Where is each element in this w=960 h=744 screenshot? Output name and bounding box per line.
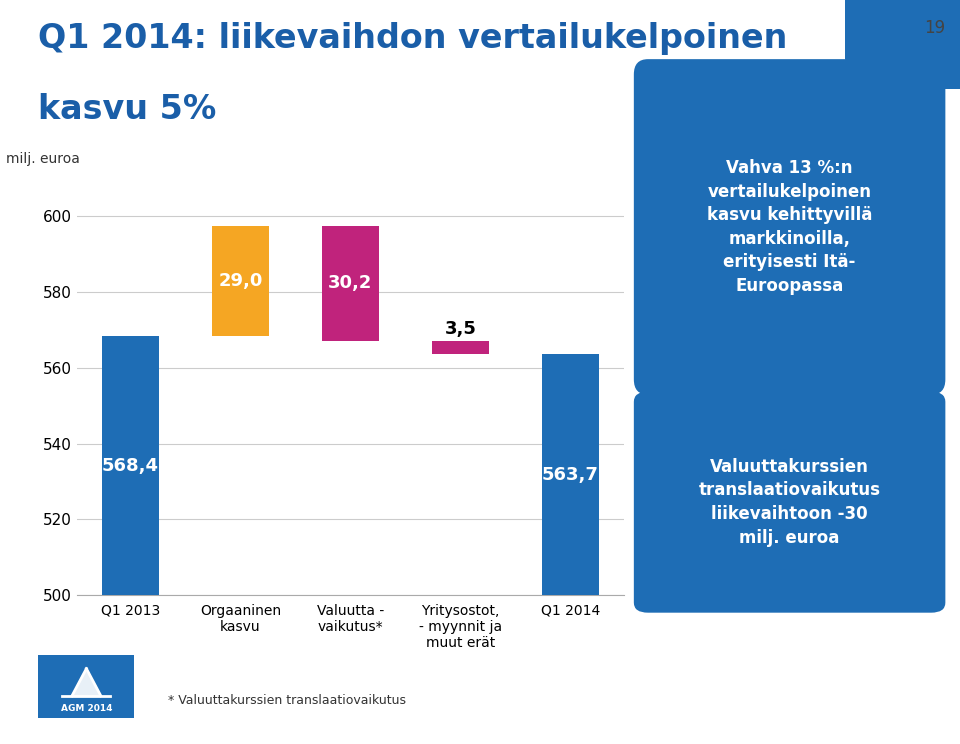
- Text: Q1 2014: liikevaihdon vertailukelpoinen: Q1 2014: liikevaihdon vertailukelpoinen: [38, 22, 788, 55]
- Text: Vahva 13 %:n
vertailukelpoinen
kasvu kehittyvillä
markkinoilla,
erityisesti Itä-: Vahva 13 %:n vertailukelpoinen kasvu keh…: [707, 159, 873, 295]
- Text: 29,0: 29,0: [218, 272, 262, 290]
- Bar: [541, 354, 599, 595]
- FancyBboxPatch shape: [634, 391, 946, 613]
- Bar: [212, 226, 269, 336]
- Bar: [432, 341, 489, 354]
- Text: Valuuttakurssien
translaatiovaikutus
liikevaihtoon -30
milj. euroa: Valuuttakurssien translaatiovaikutus lii…: [699, 458, 880, 547]
- Wedge shape: [822, 0, 960, 107]
- FancyBboxPatch shape: [634, 60, 946, 394]
- Text: 19: 19: [924, 19, 946, 36]
- Text: AGM 2014: AGM 2014: [60, 704, 112, 713]
- Text: milj. euroa: milj. euroa: [6, 152, 80, 166]
- Text: 568,4: 568,4: [102, 457, 158, 475]
- Text: 30,2: 30,2: [328, 275, 372, 292]
- Bar: [102, 336, 159, 595]
- Text: kasvu 5%: kasvu 5%: [38, 93, 217, 126]
- Bar: [322, 226, 379, 341]
- FancyBboxPatch shape: [31, 650, 142, 723]
- Text: * Valuuttakurssien translaatiovaikutus: * Valuuttakurssien translaatiovaikutus: [168, 694, 406, 707]
- Text: 3,5: 3,5: [444, 320, 476, 338]
- Text: 563,7: 563,7: [542, 466, 599, 484]
- Polygon shape: [72, 669, 101, 696]
